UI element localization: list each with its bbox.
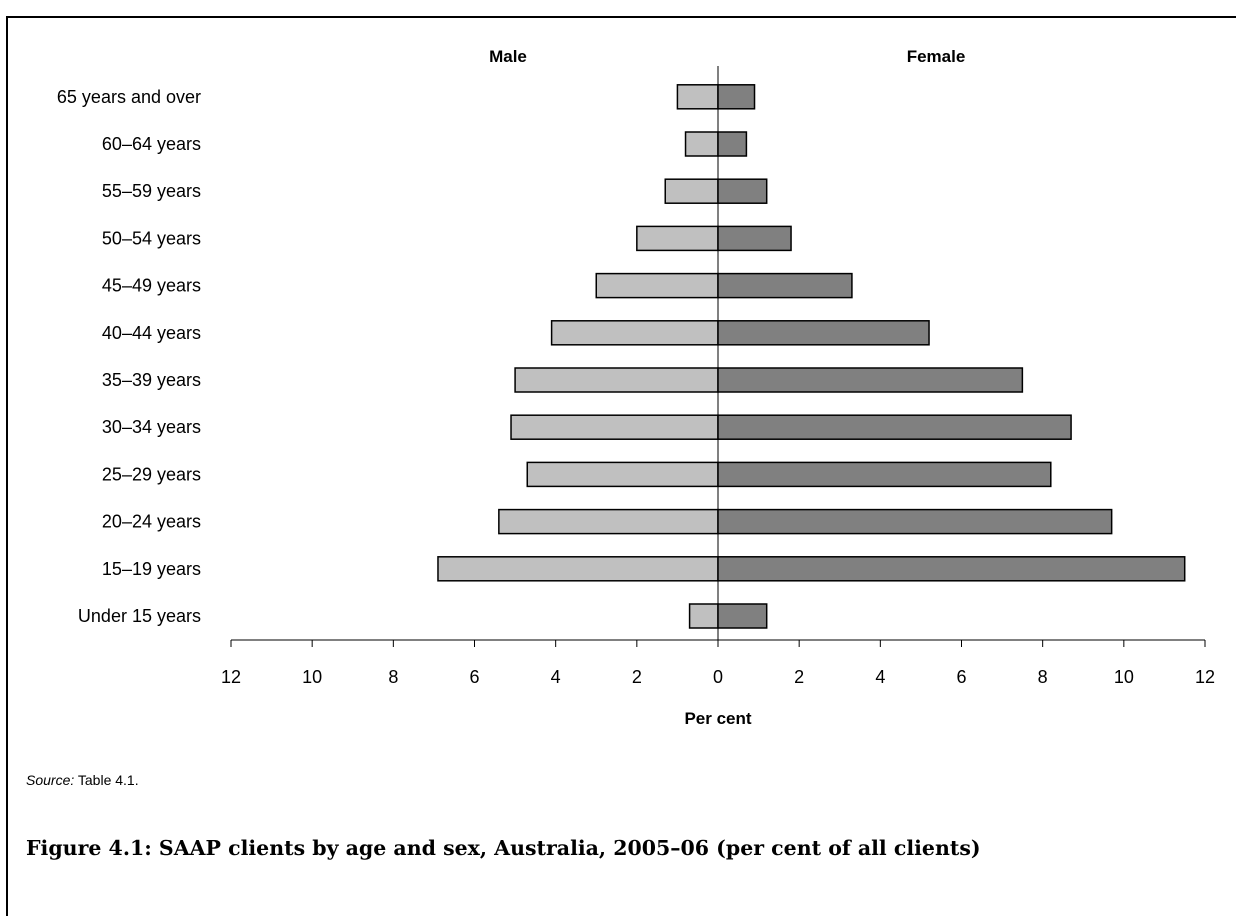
source-note: Source: Table 4.1. — [26, 772, 139, 788]
category-label: 50–54 years — [102, 228, 201, 248]
bar-male — [498, 508, 719, 535]
x-axis-title: Per cent — [684, 709, 751, 728]
category-label: 55–59 years — [102, 181, 201, 201]
category-label: 65 years and over — [57, 87, 201, 107]
x-tick-label: 12 — [1195, 667, 1215, 687]
bar-male — [510, 414, 719, 440]
x-tick-label: 4 — [551, 667, 561, 687]
source-label: Source: — [26, 772, 75, 788]
x-tick-label: 8 — [1038, 667, 1048, 687]
bar-female — [717, 320, 930, 346]
category-label: 30–34 years — [102, 417, 201, 437]
category-label: 25–29 years — [102, 464, 201, 484]
bar-female — [717, 367, 1024, 393]
x-tick-label: 6 — [956, 667, 966, 687]
bar-male — [595, 272, 719, 299]
x-tick-label: 0 — [713, 667, 723, 687]
figure-caption: Figure 4.1: SAAP clients by age and sex,… — [26, 836, 981, 860]
category-label: 45–49 years — [102, 276, 201, 296]
figure-frame — [6, 16, 1236, 916]
series-label-male: Male — [489, 47, 527, 66]
x-tick-label: 12 — [221, 667, 241, 687]
x-tick-label: 2 — [632, 667, 642, 687]
source-text: Table 4.1. — [74, 772, 139, 788]
bar-female — [717, 461, 1052, 488]
category-label: 15–19 years — [102, 559, 201, 579]
bar-female — [717, 414, 1072, 440]
x-tick-label: 10 — [302, 667, 322, 687]
x-tick-label: 10 — [1114, 667, 1134, 687]
bar-female — [717, 84, 756, 110]
bar-male — [684, 131, 719, 157]
bar-female — [717, 131, 748, 157]
bar-female — [717, 178, 768, 204]
bar-male — [437, 556, 719, 582]
bar-female — [717, 272, 853, 299]
bar-male — [688, 603, 719, 629]
bar-female — [717, 556, 1186, 582]
category-label: 20–24 years — [102, 512, 201, 532]
bar-male — [550, 320, 719, 346]
x-tick-label: 2 — [794, 667, 804, 687]
category-label: Under 15 years — [78, 606, 201, 626]
bar-male — [514, 367, 719, 393]
population-pyramid-chart: Under 15 years 15–19 years 20–24 years 25–2… — [57, 47, 1215, 728]
x-tick-label: 4 — [875, 667, 885, 687]
series-label-female: Female — [907, 47, 966, 66]
bar-female — [717, 603, 768, 629]
x-tick-label: 8 — [388, 667, 398, 687]
category-label: 60–64 years — [102, 134, 201, 154]
bar-male — [664, 178, 719, 204]
bar-male — [636, 225, 719, 252]
bar-male — [676, 84, 719, 110]
bar-female — [717, 508, 1113, 535]
category-label: 40–44 years — [102, 323, 201, 343]
category-label: 35–39 years — [102, 370, 201, 390]
bar-female — [717, 225, 792, 252]
x-tick-label: 6 — [469, 667, 479, 687]
bar-male — [526, 461, 719, 488]
